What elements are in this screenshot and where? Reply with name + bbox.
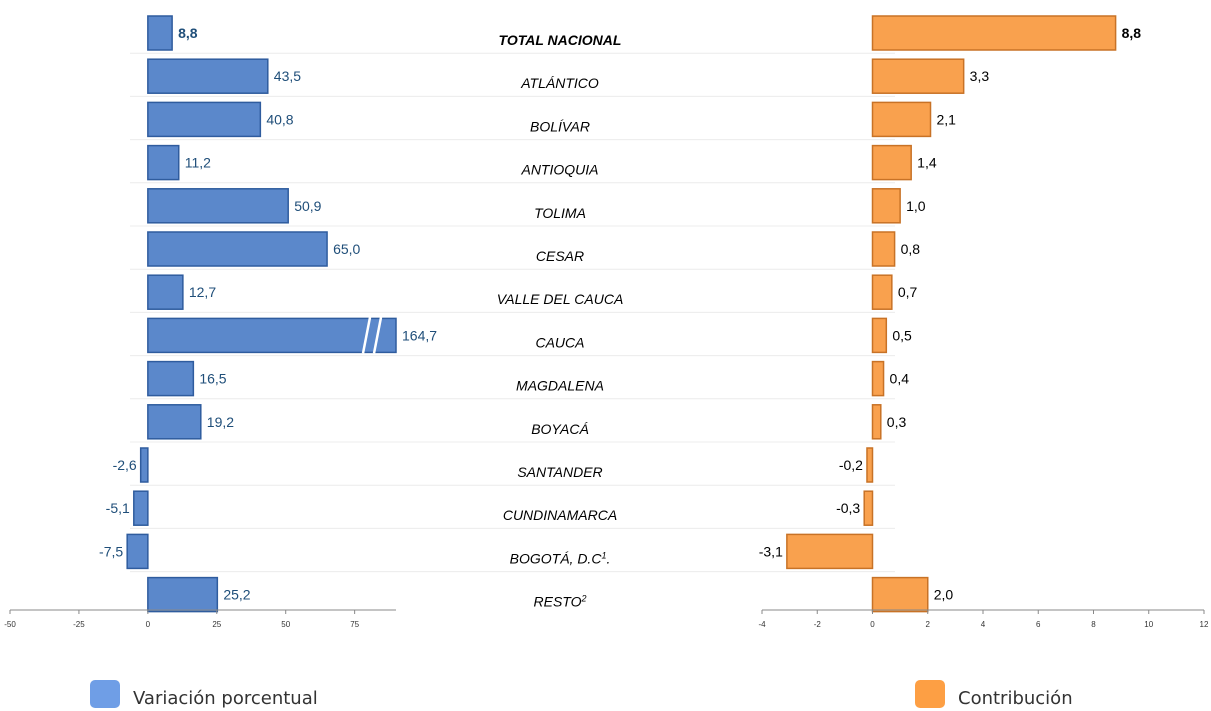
category-label-total-nacional: TOTAL NACIONAL: [499, 32, 622, 48]
contribution-bar-magdalena: [871, 360, 885, 397]
category-labels: TOTAL NACIONAL ATLÁNTICO BOLÍVAR ANTIOQUIA T…: [497, 32, 624, 610]
variation-bar-atlantico: [147, 58, 269, 94]
contribution-tick-label: 2: [926, 620, 931, 629]
contribution-value-label: 0,7: [898, 284, 918, 300]
contribution-value-label: 0,4: [890, 371, 910, 387]
contribution-bar-antioquia: [871, 144, 912, 181]
contribution-value-label: 1,4: [917, 155, 937, 171]
variation-bar-valle-del-cauca: [147, 274, 184, 310]
contribution-value-label: 0,5: [892, 327, 912, 343]
variation-bar-boyaca: [147, 404, 202, 440]
category-label-santander: SANTANDER: [517, 464, 602, 480]
variation-bar-bolivar: [147, 101, 262, 138]
contribution-tick-label: 6: [1036, 620, 1041, 629]
variation-tick-label: 0: [146, 620, 151, 629]
variation-value-label: 16,5: [199, 371, 226, 387]
contribution-tick-label: -2: [814, 620, 822, 629]
variation-value-label: 25,2: [223, 587, 250, 603]
variation-value-label: 65,0: [333, 241, 360, 257]
legend-label-contribution: Contribución: [958, 688, 1073, 709]
variation-bar-cauca: [147, 317, 397, 354]
variation-value-label: -7,5: [99, 543, 123, 559]
variation-bar-santander: [139, 447, 149, 483]
contribution-value-label: -0,3: [836, 500, 860, 516]
variation-value-label: 19,2: [207, 414, 234, 430]
variation-tick-label: 75: [350, 620, 359, 629]
variation-bar-resto: [147, 576, 219, 613]
contribution-value-label: 0,3: [887, 414, 907, 430]
contribution-tick-label: 12: [1200, 620, 1209, 629]
category-label-magdalena: MAGDALENA: [516, 378, 604, 394]
category-label-cauca: CAUCA: [535, 334, 584, 350]
contribution-panel: 8,8 3,3 2,1 1,4 1,0 0,8 0,7 0,5 0,4 0,3 -0,2 -0,3 -3…: [758, 15, 1209, 629]
contribution-bar-cauca: [871, 317, 888, 354]
axis-break-mark: [361, 317, 372, 354]
contribution-tick-label: 10: [1144, 620, 1153, 629]
legend-label-variation: Variación porcentual: [133, 688, 318, 709]
variation-bar-bogota-d-c: [126, 533, 149, 570]
variation-panel: 8,8 43,5 40,8 11,2 50,9 65,0 12,7 164,7 16,5 19,2…: [4, 15, 437, 629]
variation-bar-total-nacional: [147, 15, 173, 51]
variation-bar-antioquia: [147, 144, 180, 181]
contribution-bar-atlantico: [871, 58, 965, 94]
contribution-bar-cesar: [871, 231, 896, 267]
variation-value-label: 12,7: [189, 284, 216, 300]
variation-tick-label: 50: [281, 620, 290, 629]
category-label-cesar: CESAR: [536, 248, 584, 264]
contribution-bar-cundinamarca: [863, 490, 874, 526]
contribution-bar-resto: [871, 576, 929, 613]
contribution-value-label: 1,0: [906, 198, 926, 214]
variation-value-label: 164,7: [402, 327, 437, 343]
variation-value-label: -5,1: [106, 500, 130, 516]
contribution-bar-valle-del-cauca: [871, 274, 893, 310]
legend-swatch-variation: [90, 680, 120, 708]
variation-value-label: 11,2: [185, 155, 211, 171]
variation-bar-cundinamarca: [133, 490, 149, 526]
category-label-resto: RESTO2: [534, 594, 587, 610]
row-separators: [130, 52, 895, 573]
contribution-value-label: 0,8: [901, 241, 921, 257]
category-label-tolima: TOLIMA: [534, 205, 586, 221]
contribution-bar-bolivar: [871, 101, 932, 138]
variation-bar-cesar: [147, 231, 328, 267]
contribution-value-label: -0,2: [839, 457, 863, 473]
variation-value-label: 8,8: [178, 25, 198, 41]
contribution-tick-label: 8: [1091, 620, 1096, 629]
legend-swatch-contribution: [915, 680, 945, 708]
contribution-tick-label: -4: [758, 620, 766, 629]
category-label-boyaca: BOYACÁ: [531, 421, 589, 437]
contribution-value-label: 2,1: [937, 111, 957, 127]
contribution-tick-label: 0: [870, 620, 875, 629]
category-label-antioquia: ANTIOQUIA: [520, 162, 598, 178]
variation-value-label: -2,6: [113, 457, 137, 473]
category-label-cundinamarca: CUNDINAMARCA: [503, 507, 617, 523]
contribution-bar-bogota-d-c: [786, 533, 874, 570]
variation-tick-label: 25: [212, 620, 221, 629]
variation-tick-label: -50: [4, 620, 16, 629]
contribution-bar-tolima: [871, 188, 901, 224]
axis-break-mark: [372, 317, 383, 354]
category-label-atlantico: ATLÁNTICO: [520, 75, 599, 91]
variation-tick-label: -25: [73, 620, 85, 629]
contribution-value-label: 2,0: [934, 587, 954, 603]
variation-value-label: 43,5: [274, 68, 301, 84]
contribution-value-label: 3,3: [970, 68, 990, 84]
category-label-valle-del-cauca: VALLE DEL CAUCA: [497, 291, 624, 307]
contribution-tick-label: 4: [981, 620, 986, 629]
contribution-bar-santander: [866, 447, 874, 483]
variation-value-label: 50,9: [294, 198, 321, 214]
contribution-bar-boyaca: [871, 404, 882, 440]
variation-value-label: 40,8: [266, 111, 293, 127]
variation-bar-tolima: [147, 188, 289, 224]
contribution-value-label: 8,8: [1122, 25, 1142, 41]
contribution-value-label: -3,1: [759, 543, 783, 559]
contribution-bar-total-nacional: [871, 15, 1117, 51]
category-label-bogota-d-c: BOGOTÁ, D.C1.: [510, 550, 611, 566]
variation-bar-magdalena: [147, 360, 195, 397]
category-label-bolivar: BOLÍVAR: [530, 118, 590, 134]
